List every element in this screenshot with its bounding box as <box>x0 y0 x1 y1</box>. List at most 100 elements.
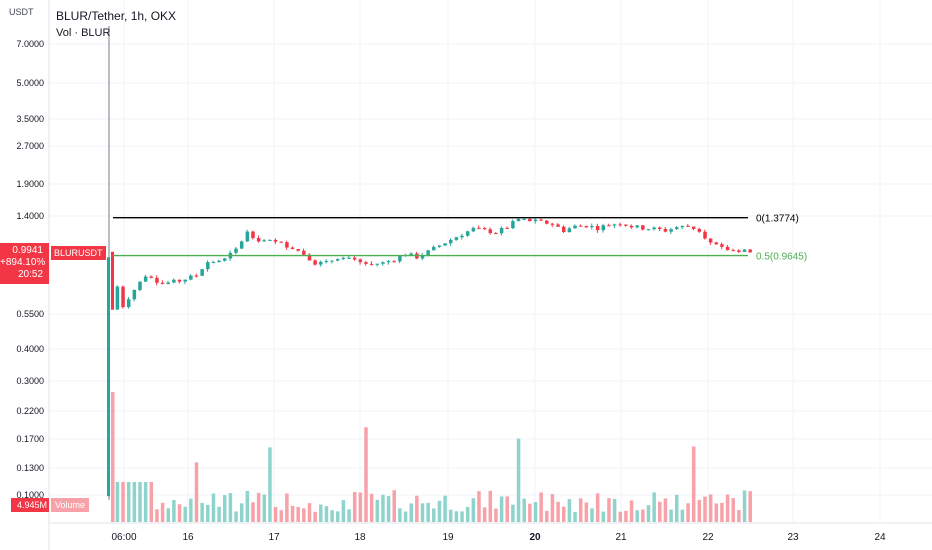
candle-body <box>392 261 396 263</box>
volume-bar <box>482 507 487 522</box>
volume-bar <box>437 500 442 522</box>
volume-bar <box>488 490 493 522</box>
volume-bar <box>595 493 600 522</box>
volume-bar <box>111 392 115 522</box>
x-tick-label: 21 <box>615 532 627 543</box>
volume-bar <box>737 510 741 522</box>
candle-body <box>155 277 159 283</box>
volume-bar <box>629 500 634 522</box>
volume-bar <box>307 503 312 522</box>
volume-bar <box>454 511 459 522</box>
y-tick-label: 0.1000 <box>16 490 44 500</box>
x-tick-label: 24 <box>874 532 886 543</box>
candle-body <box>239 241 244 249</box>
candle-body <box>302 250 306 255</box>
candle-body <box>132 289 137 300</box>
volume-bar <box>166 508 170 522</box>
candle-body <box>562 226 566 233</box>
candle-body <box>488 229 493 234</box>
volume-bar <box>578 498 583 522</box>
candle-body <box>149 276 154 278</box>
x-tick-label: 17 <box>268 532 280 543</box>
candle-body <box>742 249 747 252</box>
candle-body <box>409 253 413 256</box>
volume-bar <box>403 511 408 522</box>
volume-bar <box>460 511 464 522</box>
candle-body <box>550 223 555 225</box>
volume-bar <box>189 498 193 522</box>
volume-bar <box>708 494 713 522</box>
candle-body <box>364 262 368 264</box>
volume-bar <box>121 482 125 522</box>
volume-bar <box>223 495 227 522</box>
candle-body <box>697 228 702 232</box>
volume-bar <box>584 502 589 522</box>
volume-bar <box>296 506 300 522</box>
candle-body <box>160 282 165 284</box>
volume-bar <box>652 492 656 522</box>
candle-body <box>522 218 526 220</box>
volume-bar <box>143 482 148 522</box>
candle-body <box>347 257 351 259</box>
volume-bar <box>336 511 340 522</box>
volume-indicator-label[interactable]: Vol · BLUR <box>56 27 111 39</box>
volume-bar <box>126 482 131 522</box>
unit-label: USDT <box>9 7 34 17</box>
candle-body <box>313 260 317 265</box>
candle-body <box>737 250 741 252</box>
candle-body <box>107 257 110 497</box>
volume-bar <box>200 502 204 522</box>
candle-body <box>273 239 278 242</box>
candle-body <box>601 225 606 231</box>
candle-body <box>211 261 216 263</box>
volume-bar <box>494 508 498 522</box>
candle-body <box>584 225 589 228</box>
volume-bar <box>132 482 137 522</box>
candle-body <box>223 258 227 261</box>
volume-bar <box>635 510 639 522</box>
candle-body <box>607 225 611 227</box>
volume-bar <box>398 508 402 522</box>
volume-bar <box>658 501 662 522</box>
volume-bar <box>697 499 702 522</box>
candle-body <box>143 276 148 282</box>
candle-body <box>578 225 583 227</box>
candle-body <box>533 219 538 222</box>
volume-bar <box>245 490 250 522</box>
volume-bar <box>172 499 176 522</box>
candle-body <box>686 225 690 227</box>
y-tick-label: 2.7000 <box>16 141 44 151</box>
candle-body <box>449 239 453 244</box>
volume-bar <box>703 496 707 522</box>
candle-body <box>245 231 250 242</box>
volume-bar <box>386 496 391 522</box>
volume-bar <box>624 510 628 522</box>
volume-bar <box>607 498 611 522</box>
y-tick-label: 0.2200 <box>16 406 44 416</box>
volume-bar <box>285 493 289 522</box>
volume-bar <box>217 506 221 522</box>
volume-bar <box>646 505 651 522</box>
candle-body <box>725 246 730 251</box>
y-tick-label: 5.0000 <box>16 78 44 88</box>
candle-body <box>111 251 114 310</box>
volume-value-tag: 4.945M <box>11 498 49 512</box>
volume-bar <box>369 493 374 522</box>
volume-bar <box>465 506 470 522</box>
candle-body <box>680 225 685 228</box>
volume-bar <box>601 511 606 522</box>
candle-body <box>443 243 447 246</box>
candle-body <box>217 260 221 262</box>
y-tick-label: 0.1700 <box>16 434 44 444</box>
candle-body <box>336 259 340 261</box>
volume-bar <box>319 504 323 522</box>
candle-body <box>330 260 334 262</box>
candle-body <box>528 218 532 222</box>
x-tick-label: 23 <box>787 532 799 543</box>
bar-countdown: 20:52 <box>17 269 43 280</box>
volume-bar <box>194 462 199 522</box>
volume-bar <box>268 447 272 522</box>
candle-body <box>251 231 255 239</box>
volume-bar <box>273 506 278 522</box>
